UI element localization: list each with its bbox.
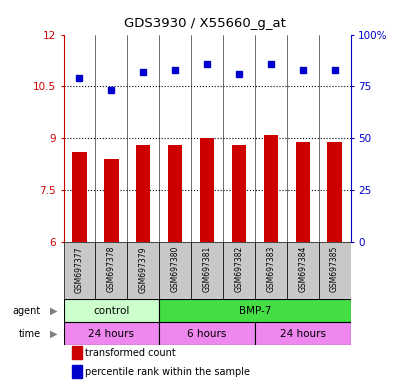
Bar bbox=[127, 242, 159, 299]
Text: ▶: ▶ bbox=[50, 306, 58, 316]
Bar bbox=[222, 242, 254, 299]
Text: GSM697378: GSM697378 bbox=[107, 246, 116, 293]
Bar bbox=[254, 242, 286, 299]
Text: time: time bbox=[18, 329, 40, 339]
Bar bbox=[295, 142, 309, 242]
Bar bbox=[72, 365, 82, 378]
Text: ▶: ▶ bbox=[50, 329, 58, 339]
Text: GSM697379: GSM697379 bbox=[138, 246, 147, 293]
Bar bbox=[199, 138, 213, 242]
Bar bbox=[231, 145, 245, 242]
Bar bbox=[159, 322, 254, 345]
Bar bbox=[72, 152, 86, 242]
Text: GSM697382: GSM697382 bbox=[234, 246, 243, 293]
Text: GSM697385: GSM697385 bbox=[329, 246, 338, 293]
Text: GSM697380: GSM697380 bbox=[170, 246, 179, 293]
Bar bbox=[327, 142, 341, 242]
Bar bbox=[191, 242, 222, 299]
Bar bbox=[63, 322, 159, 345]
Text: agent: agent bbox=[12, 306, 40, 316]
Bar bbox=[63, 299, 159, 322]
Text: percentile rank within the sample: percentile rank within the sample bbox=[85, 367, 249, 377]
Text: control: control bbox=[93, 306, 129, 316]
Bar bbox=[254, 322, 350, 345]
Text: GSM697384: GSM697384 bbox=[297, 246, 306, 293]
Text: BMP-7: BMP-7 bbox=[238, 306, 270, 316]
Bar bbox=[168, 145, 182, 242]
Text: GSM697377: GSM697377 bbox=[75, 246, 84, 293]
Bar bbox=[159, 299, 350, 322]
Bar bbox=[286, 242, 318, 299]
Bar bbox=[63, 242, 95, 299]
Bar bbox=[104, 159, 118, 242]
Text: 6 hours: 6 hours bbox=[187, 329, 226, 339]
Text: GSM697381: GSM697381 bbox=[202, 246, 211, 293]
Text: GDS3930 / X55660_g_at: GDS3930 / X55660_g_at bbox=[124, 17, 285, 30]
Bar bbox=[72, 346, 82, 359]
Bar bbox=[159, 242, 191, 299]
Text: GSM697383: GSM697383 bbox=[266, 246, 275, 293]
Bar bbox=[95, 242, 127, 299]
Text: 24 hours: 24 hours bbox=[279, 329, 325, 339]
Text: transformed count: transformed count bbox=[85, 348, 175, 358]
Bar bbox=[318, 242, 350, 299]
Bar bbox=[136, 145, 150, 242]
Bar bbox=[263, 135, 277, 242]
Text: 24 hours: 24 hours bbox=[88, 329, 134, 339]
